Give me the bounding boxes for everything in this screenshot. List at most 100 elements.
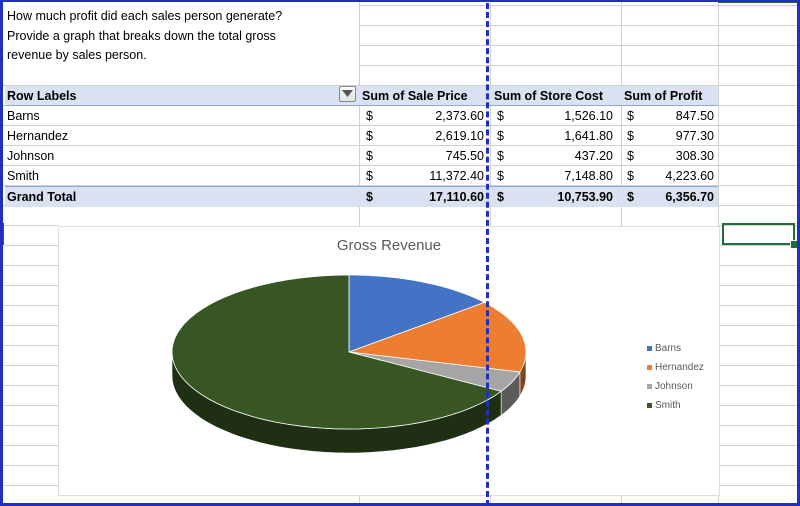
currency-symbol[interactable]: $	[366, 129, 373, 143]
chart-legend[interactable]: Barns Hernandez Johnson Smith	[647, 339, 704, 415]
chart-title: Gross Revenue	[336, 237, 442, 254]
header-underline	[5, 105, 718, 106]
currency-symbol[interactable]: $	[627, 169, 634, 183]
currency-symbol[interactable]: $	[497, 190, 504, 204]
row-gridline	[4, 385, 58, 386]
row-gridline	[359, 65, 800, 66]
sale-price-value[interactable]: 745.50	[445, 149, 484, 163]
currency-symbol[interactable]: $	[366, 169, 373, 183]
pie-slice-smith[interactable]	[171, 274, 503, 430]
row-gridline	[4, 265, 58, 266]
legend-label: Barns	[655, 343, 682, 354]
store-cost-value[interactable]: 1,526.10	[564, 109, 613, 123]
store-cost-value[interactable]: 1,641.80	[564, 129, 613, 143]
row-gridline	[4, 445, 58, 446]
row-gridline	[359, 45, 800, 46]
pie-slice-johnson[interactable]	[348, 351, 521, 392]
store-cost-value[interactable]: 437.20	[574, 149, 613, 163]
store-cost-value[interactable]: 7,148.80	[564, 169, 613, 183]
row-gridline	[0, 85, 800, 86]
currency-symbol[interactable]: $	[366, 109, 373, 123]
currency-symbol[interactable]: $	[627, 129, 634, 143]
row-label[interactable]: Hernandez	[7, 129, 69, 143]
sale-price-header[interactable]: Sum of Sale Price	[362, 89, 468, 103]
currency-symbol[interactable]: $	[627, 109, 634, 123]
currency-symbol[interactable]: $	[627, 149, 634, 163]
currency-symbol[interactable]: $	[497, 109, 504, 123]
currency-symbol[interactable]: $	[366, 149, 373, 163]
row-gridline	[0, 165, 800, 166]
row-gridline	[4, 405, 58, 406]
pivot-total-band	[5, 187, 718, 207]
row-gridline	[718, 385, 800, 386]
currency-symbol[interactable]: $	[497, 129, 504, 143]
row-gridline	[4, 365, 58, 366]
legend-swatch	[647, 402, 652, 408]
sale-price-value[interactable]: 11,372.40	[429, 169, 484, 183]
row-gridline	[4, 245, 58, 246]
currency-symbol[interactable]: $	[497, 149, 504, 163]
row-gridline	[4, 325, 58, 326]
sale-price-value[interactable]: 2,619.10	[435, 129, 484, 143]
grand-total-label[interactable]: Grand Total	[7, 190, 77, 204]
profit-value[interactable]: 6,356.70	[665, 190, 714, 204]
pie-chart-svg	[171, 274, 527, 454]
row-gridline	[718, 485, 800, 486]
row-gridline	[4, 225, 58, 226]
filter-dropdown-icon[interactable]	[339, 86, 356, 102]
legend-swatch	[647, 364, 652, 370]
row-label[interactable]: Barns	[7, 109, 40, 123]
currency-symbol[interactable]: $	[497, 169, 504, 183]
legend-item-johnson[interactable]: Johnson	[647, 377, 704, 396]
row-gridline	[4, 285, 58, 286]
row-gridline	[359, 25, 800, 26]
row-gridline	[718, 225, 800, 226]
legend-swatch	[647, 383, 652, 389]
legend-item-hernandez[interactable]: Hernandez	[647, 358, 704, 377]
currency-symbol[interactable]: $	[366, 190, 373, 204]
sale-price-value[interactable]: 2,373.60	[435, 109, 484, 123]
row-gridline	[718, 325, 800, 326]
profit-header[interactable]: Sum of Profit	[624, 89, 703, 103]
page-break-line	[486, 3, 489, 506]
store-cost-header[interactable]: Sum of Store Cost	[494, 89, 604, 103]
row-gridline	[718, 365, 800, 366]
profit-value[interactable]: 977.30	[675, 129, 714, 143]
row-gridline	[0, 185, 800, 186]
selected-cell[interactable]	[722, 223, 795, 245]
gross-revenue-chart[interactable]: Gross Revenue Barns Hernandez Johnson Smith	[58, 226, 720, 496]
row-gridline	[718, 285, 800, 286]
sale-price-value[interactable]: 17,110.60	[429, 190, 484, 204]
pie-slice-hernandez[interactable]	[348, 301, 527, 373]
profit-value[interactable]: 4,223.60	[665, 169, 714, 183]
legend-item-barns[interactable]: Barns	[647, 339, 704, 358]
row-label[interactable]: Johnson	[7, 149, 55, 163]
row-gridline	[718, 465, 800, 466]
selection-indicator-top	[718, 0, 800, 3]
row-gridline	[4, 425, 58, 426]
row-gridline	[0, 145, 800, 146]
row-gridline	[0, 125, 800, 126]
row-gridline	[718, 305, 800, 306]
row-gridline	[718, 425, 800, 426]
legend-label: Smith	[655, 400, 681, 411]
legend-label: Hernandez	[655, 362, 704, 373]
legend-swatch	[647, 345, 652, 351]
question-text: How much profit did each sales person ge…	[7, 9, 283, 62]
row-label[interactable]: Smith	[7, 169, 39, 183]
currency-symbol[interactable]: $	[627, 190, 634, 204]
row-gridline	[4, 305, 58, 306]
row-gridline	[718, 345, 800, 346]
row-indicator	[0, 223, 4, 245]
store-cost-value[interactable]: 10,753.90	[557, 190, 613, 204]
legend-item-smith[interactable]: Smith	[647, 396, 704, 415]
profit-value[interactable]: 308.30	[675, 149, 714, 163]
row-gridline	[4, 485, 58, 486]
row-gridline	[718, 405, 800, 406]
pie-slice-barns[interactable]	[348, 274, 486, 353]
row-gridline	[359, 5, 800, 6]
fill-handle[interactable]	[790, 240, 799, 249]
row-gridline	[4, 465, 58, 466]
profit-value[interactable]: 847.50	[675, 109, 714, 123]
row-labels-header[interactable]: Row Labels	[7, 89, 77, 103]
